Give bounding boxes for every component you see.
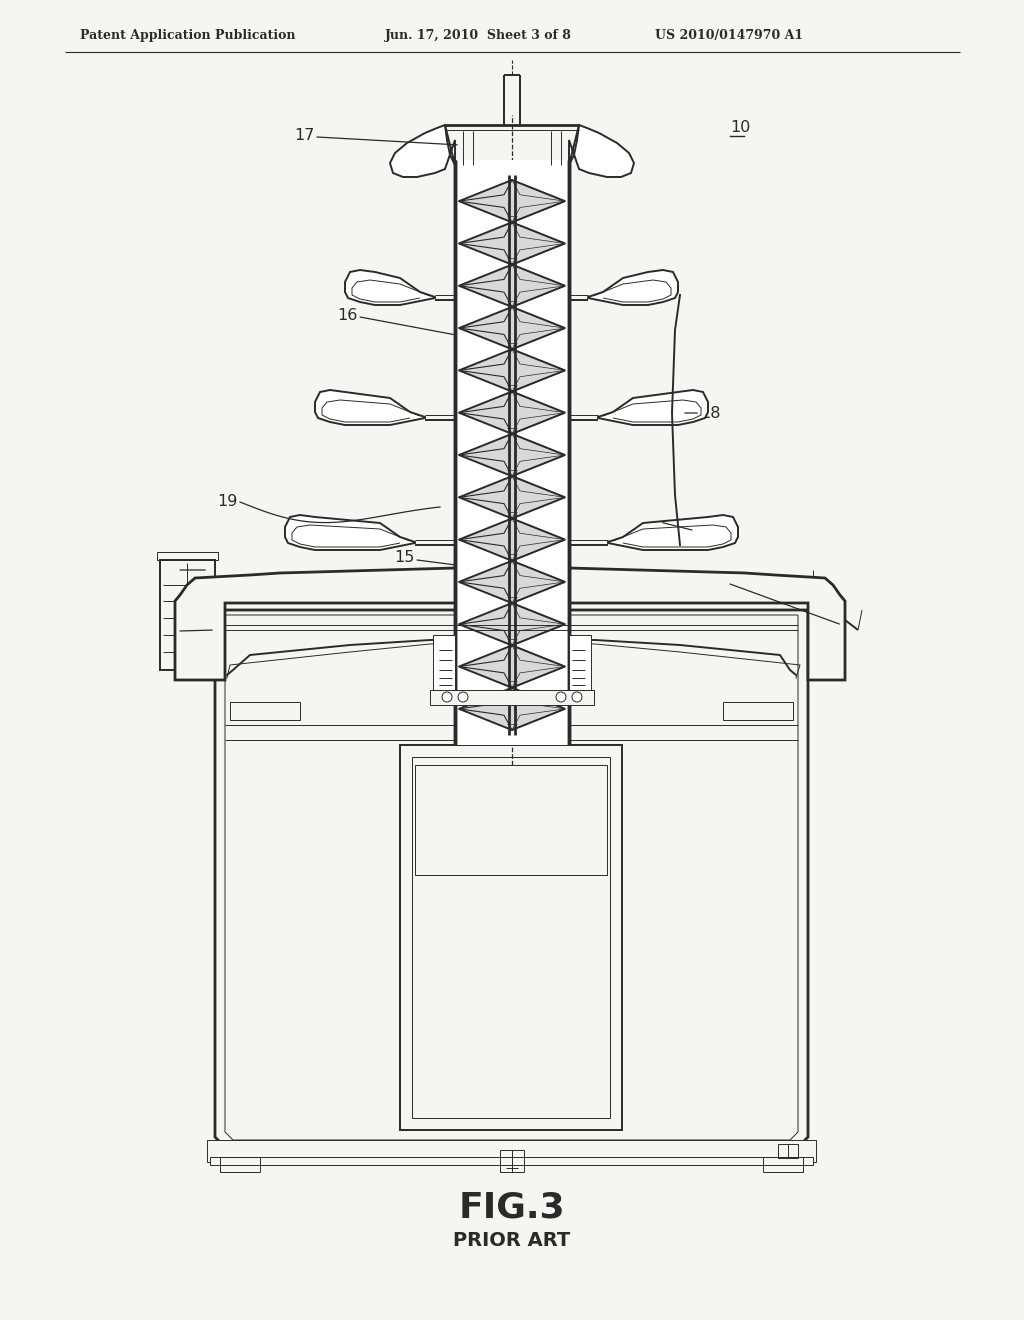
- Text: 17: 17: [295, 128, 315, 143]
- Text: US 2010/0147970 A1: US 2010/0147970 A1: [655, 29, 803, 41]
- Polygon shape: [459, 222, 565, 264]
- Text: 15: 15: [394, 550, 415, 565]
- Bar: [220, 1158, 260, 1172]
- Text: Patent Application Publication: Patent Application Publication: [80, 29, 296, 41]
- Bar: [569, 635, 591, 690]
- Bar: [157, 552, 218, 560]
- Bar: [456, 160, 568, 744]
- Bar: [160, 560, 215, 671]
- Polygon shape: [569, 125, 634, 177]
- Text: 11: 11: [708, 574, 728, 590]
- Circle shape: [442, 692, 452, 702]
- Text: 10: 10: [730, 120, 751, 136]
- Polygon shape: [459, 264, 565, 308]
- Polygon shape: [459, 477, 565, 519]
- Bar: [500, 1150, 524, 1172]
- Text: 12: 12: [693, 524, 714, 540]
- Bar: [207, 1140, 816, 1162]
- Polygon shape: [459, 180, 565, 222]
- Circle shape: [572, 692, 582, 702]
- Bar: [210, 1158, 813, 1166]
- Polygon shape: [459, 519, 565, 561]
- Polygon shape: [215, 610, 808, 1144]
- Bar: [430, 690, 594, 705]
- Text: FIG.3: FIG.3: [459, 1191, 565, 1224]
- Polygon shape: [390, 125, 455, 177]
- Polygon shape: [459, 350, 565, 392]
- Polygon shape: [608, 515, 738, 550]
- Bar: [433, 635, 455, 690]
- Bar: [808, 591, 830, 606]
- Text: Jun. 17, 2010  Sheet 3 of 8: Jun. 17, 2010 Sheet 3 of 8: [385, 29, 571, 41]
- Text: 13: 13: [158, 562, 178, 578]
- Polygon shape: [285, 515, 415, 550]
- Bar: [412, 756, 610, 1118]
- Bar: [400, 744, 622, 1130]
- Bar: [778, 1144, 798, 1158]
- Polygon shape: [459, 561, 565, 603]
- Polygon shape: [459, 645, 565, 688]
- Text: 16: 16: [338, 308, 358, 322]
- Text: PRIOR ART: PRIOR ART: [454, 1230, 570, 1250]
- Polygon shape: [459, 308, 565, 350]
- Bar: [230, 702, 300, 719]
- Bar: [763, 1158, 803, 1172]
- Polygon shape: [175, 565, 845, 680]
- Polygon shape: [598, 389, 708, 425]
- Bar: [808, 577, 818, 585]
- Polygon shape: [345, 271, 435, 305]
- Bar: [723, 702, 793, 719]
- Polygon shape: [459, 434, 565, 477]
- Circle shape: [556, 692, 566, 702]
- Text: 19: 19: [218, 495, 238, 510]
- Text: 18: 18: [700, 405, 721, 421]
- Polygon shape: [588, 271, 678, 305]
- Circle shape: [458, 692, 468, 702]
- Polygon shape: [459, 688, 565, 730]
- Polygon shape: [459, 603, 565, 645]
- Polygon shape: [315, 389, 425, 425]
- Bar: [415, 766, 607, 875]
- Text: 14: 14: [158, 624, 178, 639]
- Polygon shape: [459, 392, 565, 434]
